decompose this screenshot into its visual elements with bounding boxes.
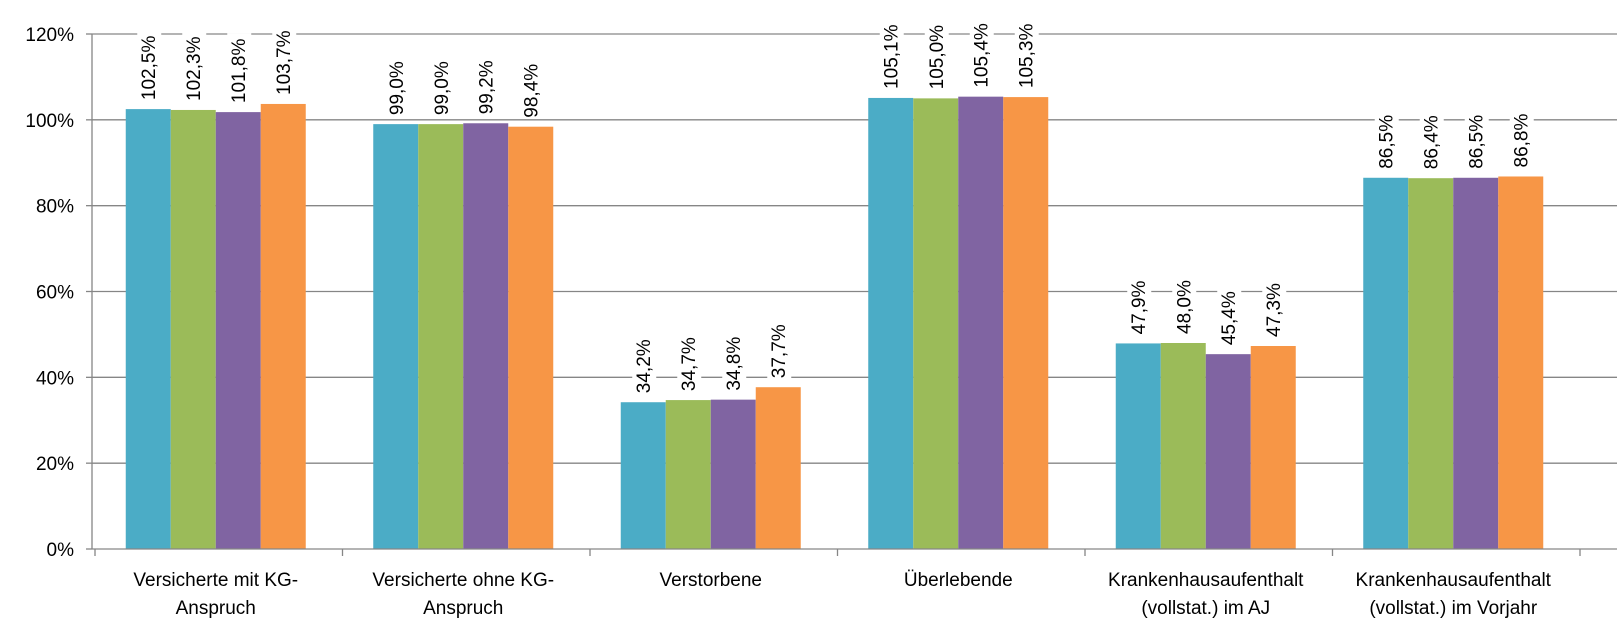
data-label: 47,3% (1264, 283, 1285, 337)
bar (463, 123, 509, 550)
data-label: 101,8% (229, 39, 250, 104)
bar (755, 387, 801, 549)
bar (1160, 343, 1206, 549)
bar (260, 103, 306, 550)
bar (215, 112, 261, 549)
bar (1003, 97, 1049, 550)
data-label-background (1172, 264, 1197, 334)
bar (418, 124, 464, 549)
data-label-background (1014, 18, 1039, 89)
y-tick-label: 20% (36, 454, 74, 475)
data-label: 102,5% (139, 36, 160, 101)
data-label-background (182, 30, 207, 101)
data-label: 34,8% (724, 337, 745, 391)
data-label: 99,0% (432, 61, 453, 115)
y-tick-label: 100% (25, 111, 74, 132)
data-label: 98,4% (522, 64, 543, 118)
bar (1115, 343, 1161, 549)
bar (1205, 354, 1251, 549)
bar (868, 97, 914, 549)
x-tick-label: Anspruch (176, 598, 256, 619)
bar (125, 109, 171, 550)
data-label: 86,5% (1377, 115, 1398, 169)
bar (958, 96, 1004, 550)
data-label-background (384, 45, 409, 116)
data-label-background (767, 308, 792, 379)
bars (125, 96, 1544, 550)
data-label-background (632, 323, 657, 394)
x-tick-label: Versicherte mit KG- (133, 570, 298, 591)
bar (1363, 177, 1409, 550)
data-label-background (227, 33, 252, 104)
x-tick-label: Anspruch (423, 598, 503, 619)
data-label-background (969, 17, 994, 88)
data-label: 48,0% (1174, 280, 1195, 334)
data-label: 86,4% (1422, 115, 1443, 169)
data-label: 99,0% (387, 61, 408, 115)
data-label: 105,3% (1017, 24, 1038, 89)
x-tick-label: (vollstat.) im Vorjahr (1369, 598, 1538, 619)
x-tick-label: (vollstat.) im AJ (1141, 598, 1270, 619)
data-label: 37,7% (769, 324, 790, 378)
data-label: 99,2% (477, 60, 498, 114)
gridlines (92, 33, 1617, 464)
x-tick-label: Überlebende (904, 570, 1013, 591)
y-tick-label: 60% (36, 283, 74, 304)
data-label: 34,7% (679, 337, 700, 391)
data-label-background (1374, 98, 1399, 169)
data-label-background (722, 320, 747, 391)
bar (620, 402, 666, 549)
x-tick-label: Versicherte ohne KG- (372, 570, 554, 591)
data-label-background (474, 44, 499, 115)
x-tick-label: Verstorbene (660, 570, 762, 591)
bar (665, 400, 711, 549)
data-label-background (1464, 98, 1489, 169)
y-tick-label: 40% (36, 368, 74, 389)
data-label: 102,3% (184, 36, 205, 101)
data-label: 86,5% (1467, 115, 1488, 169)
data-label-background (1509, 97, 1534, 168)
bar (170, 109, 216, 550)
x-axis (91, 34, 1617, 556)
data-label-background (272, 24, 297, 95)
data-label-background (1217, 275, 1242, 346)
bar (373, 124, 419, 549)
data-label: 86,8% (1512, 114, 1533, 168)
data-label-background (879, 18, 904, 89)
bar (710, 399, 756, 549)
bar (1453, 177, 1499, 550)
data-label: 34,2% (634, 339, 655, 393)
data-label: 105,1% (882, 24, 903, 89)
bar (913, 98, 959, 549)
data-label-background (519, 47, 544, 118)
y-axis-ticks: 0% 20% 40% 60% 80% 100% 120% (25, 25, 92, 561)
data-label-background (1127, 264, 1152, 335)
data-label: 103,7% (274, 30, 295, 95)
x-tick-label: Krankenhausaufenthalt (1108, 570, 1304, 591)
category-labels: Versicherte mit KG- Anspruch Versicherte o… (133, 570, 1551, 619)
data-label: 105,4% (972, 23, 993, 88)
bar (508, 126, 554, 549)
y-tick-label: 0% (47, 540, 75, 561)
x-tick-label: Krankenhausaufenthalt (1356, 570, 1552, 591)
data-label: 45,4% (1219, 291, 1240, 345)
bar (1408, 178, 1454, 549)
data-label: 105,0% (927, 25, 948, 90)
bar (1498, 176, 1544, 549)
data-label-background (924, 19, 949, 90)
data-label-background (677, 321, 702, 392)
data-labels: 102,5% 102,3% 101,8% 103,7% 99,0% 99,0% 99,2% 9… (137, 17, 1534, 394)
data-label-background (137, 30, 162, 101)
y-tick-label: 120% (25, 25, 74, 46)
data-label-background (1419, 99, 1444, 170)
bar (1250, 346, 1296, 549)
data-label-background (1262, 267, 1287, 338)
data-label: 47,9% (1129, 280, 1150, 334)
y-tick-label: 80% (36, 197, 74, 218)
data-label-background (429, 45, 454, 116)
